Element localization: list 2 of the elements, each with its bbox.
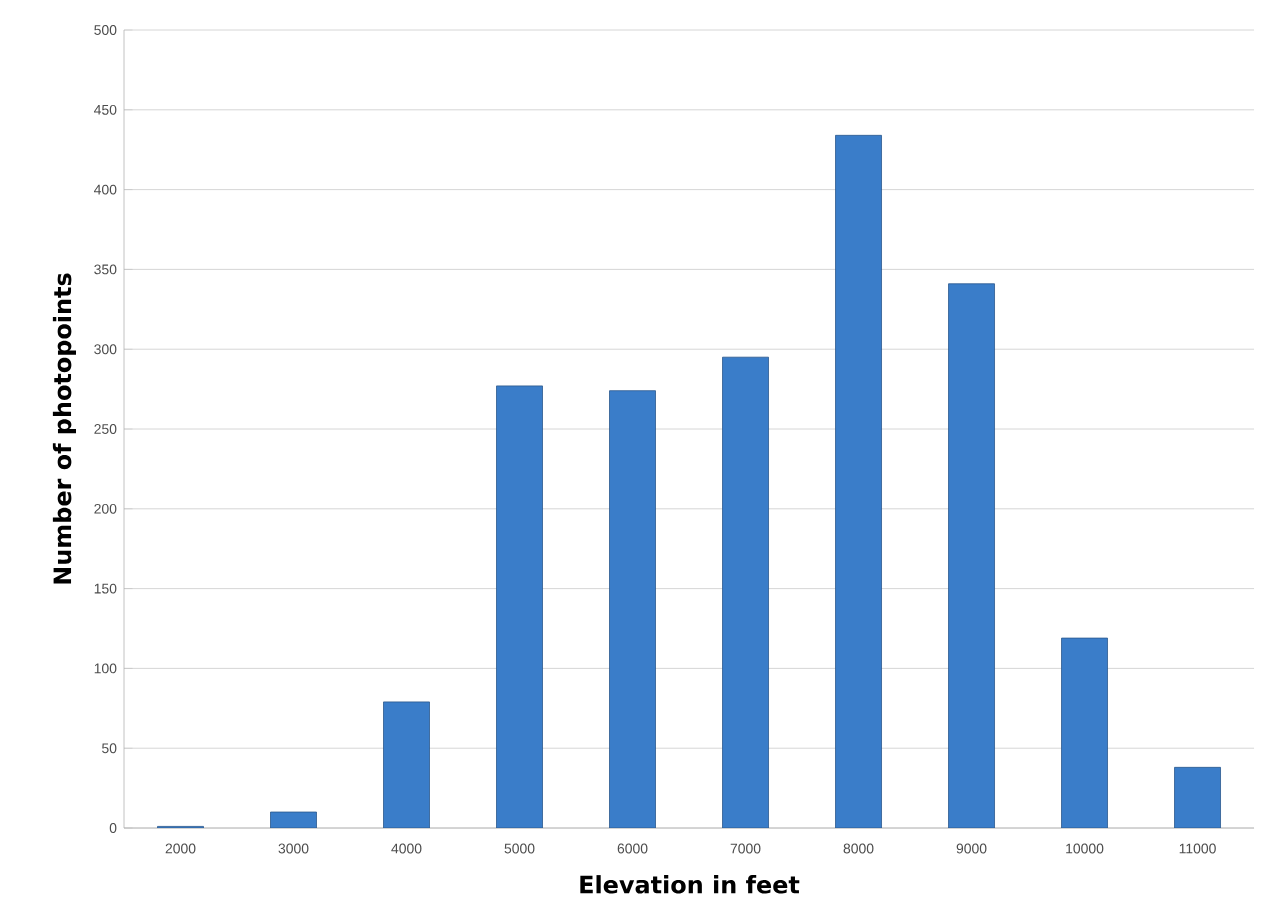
x-axis-title: Elevation in feet — [580, 875, 800, 894]
y-axis-title: Number of photopoints — [52, 273, 76, 584]
